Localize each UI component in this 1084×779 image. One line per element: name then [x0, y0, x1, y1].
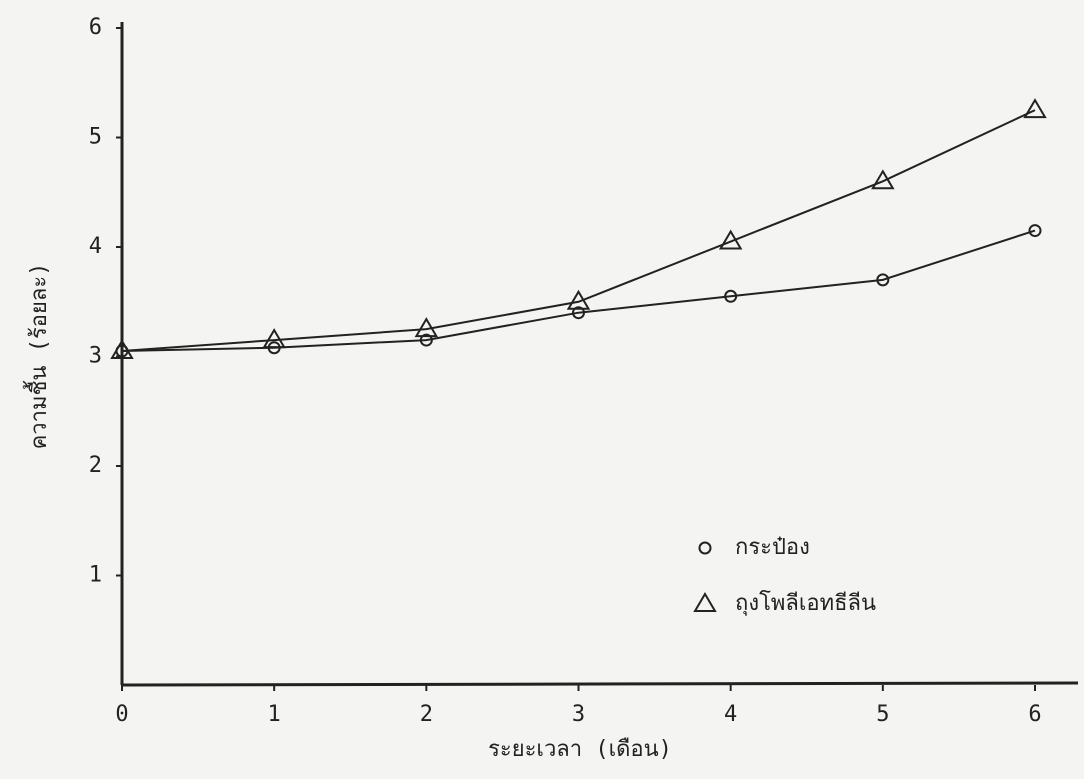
x-tick-label: 1 [268, 702, 281, 727]
legend-marker [700, 543, 711, 554]
x-axis [122, 683, 1078, 685]
x-tick-label: 3 [572, 702, 585, 727]
y-tick-label: 5 [89, 125, 102, 150]
legend-marker [695, 594, 715, 611]
triangle-marker [721, 232, 741, 249]
x-tick-label: 6 [1028, 702, 1041, 727]
y-tick-label: 1 [89, 563, 102, 588]
x-tick-label: 2 [420, 702, 433, 727]
series-line [122, 110, 1035, 351]
chart: ระยะเวลา (เดือน) ความชื้น (ร้อยละ) 1 2 3 4 5… [0, 0, 1084, 779]
x-tick-label: 0 [115, 702, 128, 727]
x-axis-label: ระยะเวลา (เดือน) [488, 737, 672, 762]
y-tick-label: 3 [89, 344, 102, 369]
triangle-marker [873, 171, 893, 188]
y-tick-label: 2 [89, 453, 102, 478]
x-tick-label: 4 [724, 702, 737, 727]
legend-label: ถุงโพลีเอทธีลีน [735, 590, 876, 616]
triangle-marker [1025, 100, 1045, 117]
y-tick-label: 4 [89, 234, 102, 259]
x-tick-label: 5 [876, 702, 889, 727]
y-axis-label: ความชื้น (ร้อยละ) [23, 263, 52, 450]
legend-label: กระป๋อง [735, 535, 810, 560]
y-tick-label: 6 [89, 15, 102, 40]
